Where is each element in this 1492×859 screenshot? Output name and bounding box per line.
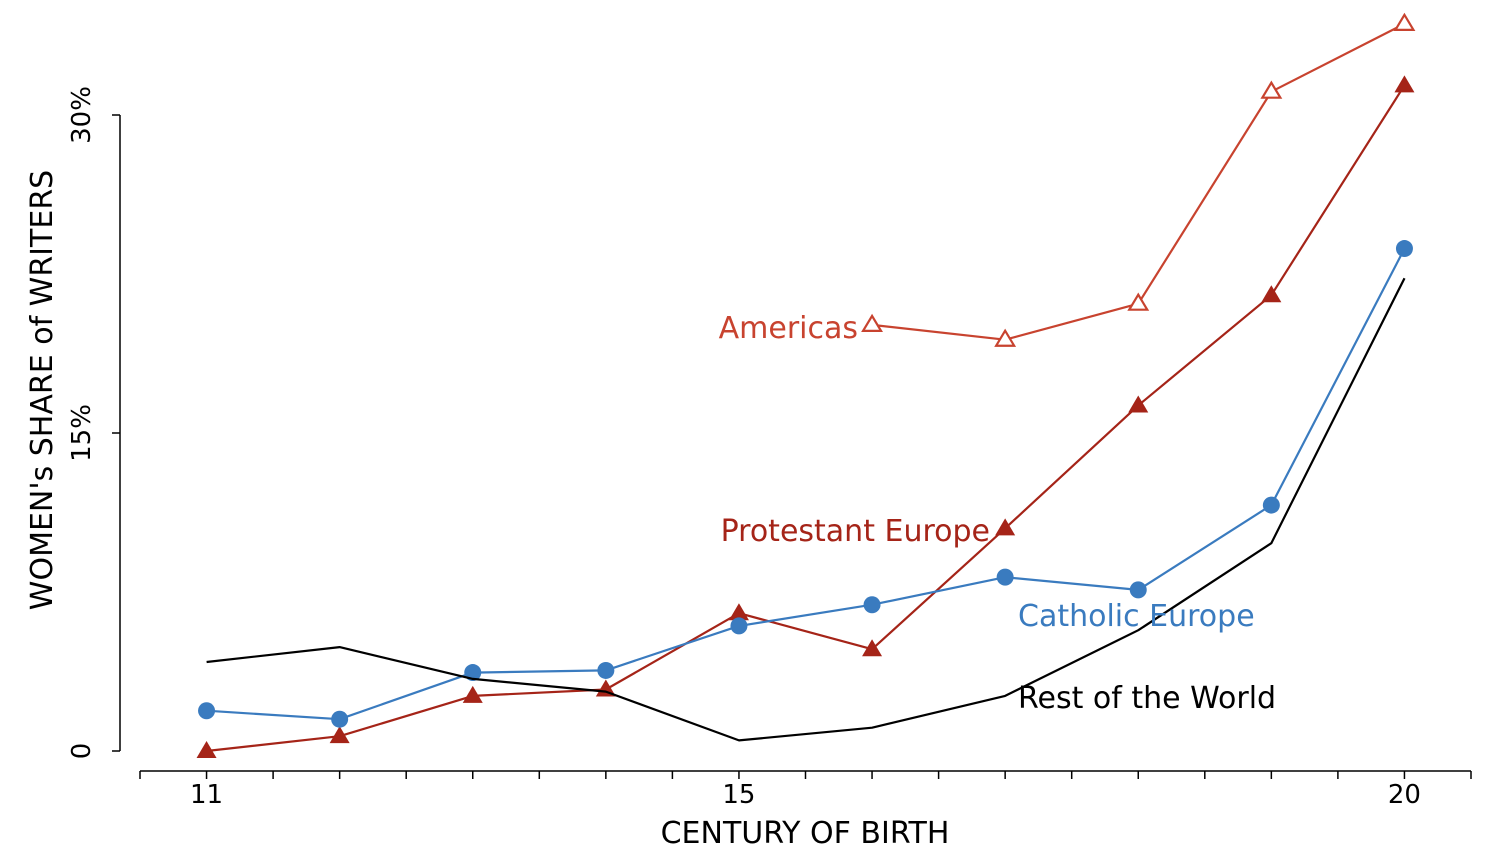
data-point-americas bbox=[1127, 292, 1150, 311]
x-tick-label: 11 bbox=[190, 780, 223, 810]
data-point-protestant-europe bbox=[995, 518, 1016, 536]
series-label-protestant-europe: Protestant Europe bbox=[721, 514, 990, 549]
data-point-catholic-europe bbox=[730, 617, 748, 635]
data-point-protestant-europe bbox=[862, 639, 883, 657]
data-point-americas bbox=[994, 328, 1017, 347]
data-point-americas bbox=[1393, 12, 1416, 31]
x-tick-label: 15 bbox=[722, 780, 755, 810]
y-tick-label: 0 bbox=[67, 743, 97, 760]
series-label-americas: Americas bbox=[719, 311, 858, 346]
series-layer bbox=[196, 12, 1416, 758]
data-point-catholic-europe bbox=[996, 568, 1014, 586]
data-point-protestant-europe bbox=[329, 726, 350, 744]
series-labels: Americas Protestant Europe Catholic Euro… bbox=[719, 311, 1276, 716]
x-tick-label: 20 bbox=[1388, 780, 1421, 810]
series-line-rest-of-the-world bbox=[206, 277, 1406, 742]
data-point-protestant-europe bbox=[1128, 395, 1149, 413]
data-point-catholic-europe bbox=[1395, 240, 1413, 258]
data-point-protestant-europe bbox=[462, 685, 483, 703]
series-line-americas bbox=[871, 22, 1405, 341]
x-axis-title: CENTURY OF BIRTH bbox=[661, 816, 950, 851]
series-line-protestant-europe bbox=[206, 84, 1406, 753]
data-point-catholic-europe bbox=[198, 702, 216, 720]
data-point-catholic-europe bbox=[1129, 581, 1147, 599]
data-point-protestant-europe bbox=[728, 603, 749, 621]
y-tick-label: 15% bbox=[67, 404, 97, 462]
data-point-americas bbox=[861, 313, 883, 332]
data-point-protestant-europe bbox=[196, 741, 217, 758]
data-point-americas bbox=[1260, 80, 1283, 99]
y-tick-label: 30% bbox=[67, 86, 97, 144]
data-point-protestant-europe bbox=[1394, 75, 1415, 93]
y-axis-title: WOMEN's SHARE of WRITERS bbox=[25, 170, 60, 610]
data-point-catholic-europe bbox=[331, 710, 349, 728]
data-point-catholic-europe bbox=[597, 661, 615, 679]
series-label-rest-of-the-world: Rest of the World bbox=[1018, 681, 1276, 716]
data-point-catholic-europe bbox=[863, 596, 881, 614]
series-line-catholic-europe bbox=[206, 248, 1406, 721]
data-point-protestant-europe bbox=[595, 679, 616, 697]
data-point-catholic-europe bbox=[1262, 496, 1280, 514]
axes: 11 15 20 0 15% 30% bbox=[67, 86, 1472, 810]
data-point-protestant-europe bbox=[1261, 285, 1282, 303]
series-label-catholic-europe: Catholic Europe bbox=[1018, 599, 1255, 634]
